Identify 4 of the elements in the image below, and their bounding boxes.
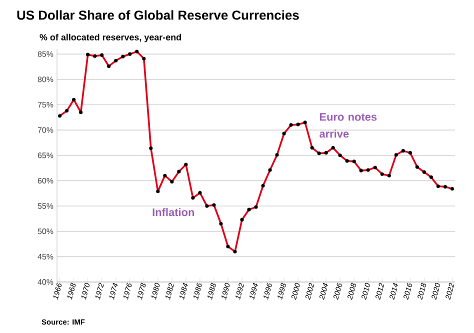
chart-subtitle: % of allocated reserves, year-end xyxy=(40,34,181,42)
chart-title: US Dollar Share of Global Reserve Currencies xyxy=(17,10,299,20)
annotation: Inflation xyxy=(152,208,194,216)
annotation: Euro notes arrive xyxy=(320,113,377,138)
